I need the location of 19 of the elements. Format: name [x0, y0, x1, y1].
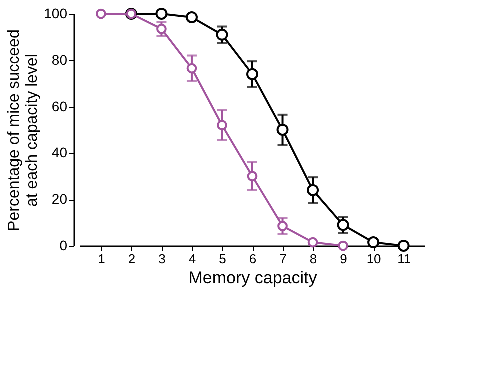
x-tick-label: 10 — [366, 252, 382, 266]
y-axis-title: Percentage of mice succeed at each capacity level — [6, 30, 42, 232]
y-tick-label: 20 — [52, 191, 68, 208]
x-tick-label: 6 — [249, 252, 257, 266]
x-tick-label: 3 — [158, 252, 166, 266]
y-tick-label: 0 — [60, 238, 68, 254]
x-tick-label: 5 — [219, 252, 226, 266]
y-tick-label: 40 — [52, 144, 68, 161]
y-tick-label: 100 — [44, 6, 68, 22]
x-tick-label: 1 — [98, 252, 106, 266]
x-tick-label: 9 — [340, 252, 348, 266]
x-tick-label: 8 — [310, 252, 318, 266]
x-tick-label: 2 — [128, 252, 136, 266]
y-tick-label: 60 — [52, 98, 68, 114]
x-tick-label: 7 — [280, 252, 287, 266]
y-tick-label: 80 — [52, 52, 68, 68]
x-tick-label: 11 — [398, 252, 412, 266]
x-axis-title: Memory capacity — [188, 268, 318, 288]
x-tick-label: 4 — [188, 252, 196, 266]
